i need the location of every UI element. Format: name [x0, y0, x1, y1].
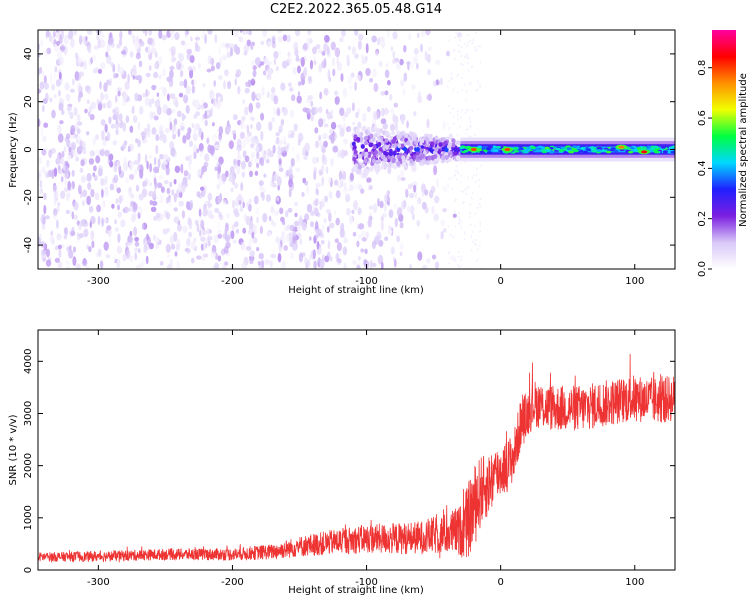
heatmap-x-tick-label: -200: [221, 276, 244, 287]
snr-series-line: [38, 353, 675, 563]
heatmap-y-tick-label: -40: [23, 237, 34, 253]
heatmap-y-axis-label: Frequency (Hz): [8, 112, 19, 188]
snr-y-tick-label: 4000: [23, 349, 34, 374]
heatmap-y-tick-label: 40: [23, 48, 34, 61]
heatmap-x-tick-label: 0: [497, 276, 503, 287]
heatmap-cells: [38, 30, 675, 269]
heatmap-y-tick-label: 20: [23, 95, 34, 108]
colorbar-tick-label: 0.4: [697, 160, 708, 176]
snr-x-tick-label: 100: [625, 577, 644, 588]
heatmap-y-tick-label: -20: [23, 189, 34, 205]
snr-plot-area: [38, 353, 675, 563]
snr-background: [38, 330, 675, 570]
heatmap-y-tick-label: 0: [23, 146, 34, 152]
snr-x-tick-label: -200: [221, 577, 244, 588]
colorbar-tick-label: 0.8: [697, 60, 708, 76]
snr-x-axis-label: Height of straight line (km): [288, 585, 424, 596]
figure-title: C2E2.2022.365.05.48.G14: [270, 2, 442, 17]
snr-x-tick-label: -300: [87, 577, 110, 588]
snr-x-tick-label: -100: [355, 577, 378, 588]
colorbar-tick-label: 0.6: [697, 110, 708, 126]
heatmap-x-tick-label: -300: [87, 276, 110, 287]
colorbar-label: Normalized spectral amplitude: [738, 73, 749, 227]
snr-y-axis-label: SNR (10 * v/v): [8, 414, 19, 485]
colorbar: 0.0 0.2 0.4 0.6 0.8 Normalized spectral ampl…: [697, 30, 749, 277]
snr-y-tick-label: 0: [23, 567, 34, 573]
snr-y-tick-label: 1000: [23, 505, 34, 530]
heatmap-x-tick-label: -100: [355, 276, 378, 287]
colorbar-fill: [712, 30, 736, 269]
colorbar-ticks: 0.0 0.2 0.4 0.6 0.8: [697, 60, 712, 277]
heatmap-x-tick-label: 100: [625, 276, 644, 287]
heatmap-x-axis-label: Height of straight line (km): [288, 285, 424, 296]
snr-y-tick-label: 3000: [23, 401, 34, 426]
colorbar-tick-label: 0.0: [697, 261, 708, 277]
colorbar-tick-label: 0.2: [697, 211, 708, 227]
snr-y-tick-label: 2000: [23, 453, 34, 478]
snr-frame: [37, 329, 676, 571]
snr-x-tick-label: 0: [497, 577, 503, 588]
